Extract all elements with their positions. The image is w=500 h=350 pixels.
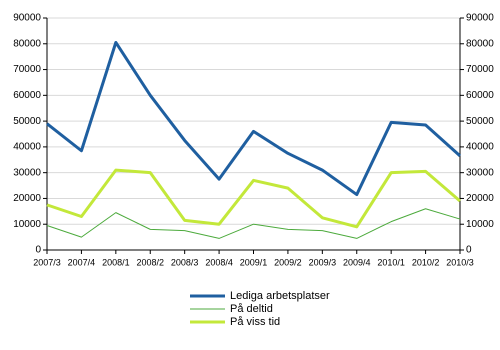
- x-tick-label: 2008/3: [171, 257, 199, 267]
- y2-tick-label: 60000: [466, 90, 494, 101]
- y-tick-label: 30000: [13, 167, 41, 178]
- y2-tick-label: 90000: [466, 13, 494, 24]
- legend-label: På viss tid: [230, 316, 280, 328]
- x-tick-label: 2008/2: [136, 257, 164, 267]
- x-tick-label: 2008/4: [205, 257, 233, 267]
- y-tick-label: 60000: [13, 90, 41, 101]
- y2-tick-label: 0: [466, 245, 472, 256]
- x-tick-label: 2007/3: [33, 257, 61, 267]
- y-tick-label: 40000: [13, 142, 41, 153]
- y2-tick-label: 70000: [466, 64, 494, 75]
- x-tick-label: 2009/1: [240, 257, 268, 267]
- y-tick-label: 80000: [13, 38, 41, 49]
- y2-tick-label: 80000: [466, 38, 494, 49]
- x-tick-label: 2010/3: [446, 257, 474, 267]
- x-tick-label: 2010/2: [412, 257, 440, 267]
- x-tick-label: 2009/2: [274, 257, 302, 267]
- y-tick-label: 20000: [13, 193, 41, 204]
- legend-label: Lediga arbetsplatser: [230, 290, 330, 302]
- legend-label: På deltid: [230, 303, 273, 315]
- y2-tick-label: 10000: [466, 219, 494, 230]
- x-tick-label: 2008/1: [102, 257, 130, 267]
- line-series: [46, 40, 462, 197]
- line-series: [46, 208, 461, 239]
- y-tick-label: 70000: [13, 64, 41, 75]
- y2-tick-label: 40000: [466, 142, 494, 153]
- y2-tick-label: 30000: [466, 167, 494, 178]
- x-tick-label: 2010/1: [377, 257, 405, 267]
- y2-tick-label: 20000: [466, 193, 494, 204]
- line-series: [46, 168, 461, 229]
- y-tick-label: 90000: [13, 13, 41, 24]
- x-tick-label: 2009/3: [309, 257, 337, 267]
- y-tick-label: 0: [35, 245, 41, 256]
- x-tick-label: 2007/4: [68, 257, 96, 267]
- y-tick-label: 10000: [13, 219, 41, 230]
- y-tick-label: 50000: [13, 116, 41, 127]
- x-tick-label: 2009/4: [343, 257, 371, 267]
- y2-tick-label: 50000: [466, 116, 494, 127]
